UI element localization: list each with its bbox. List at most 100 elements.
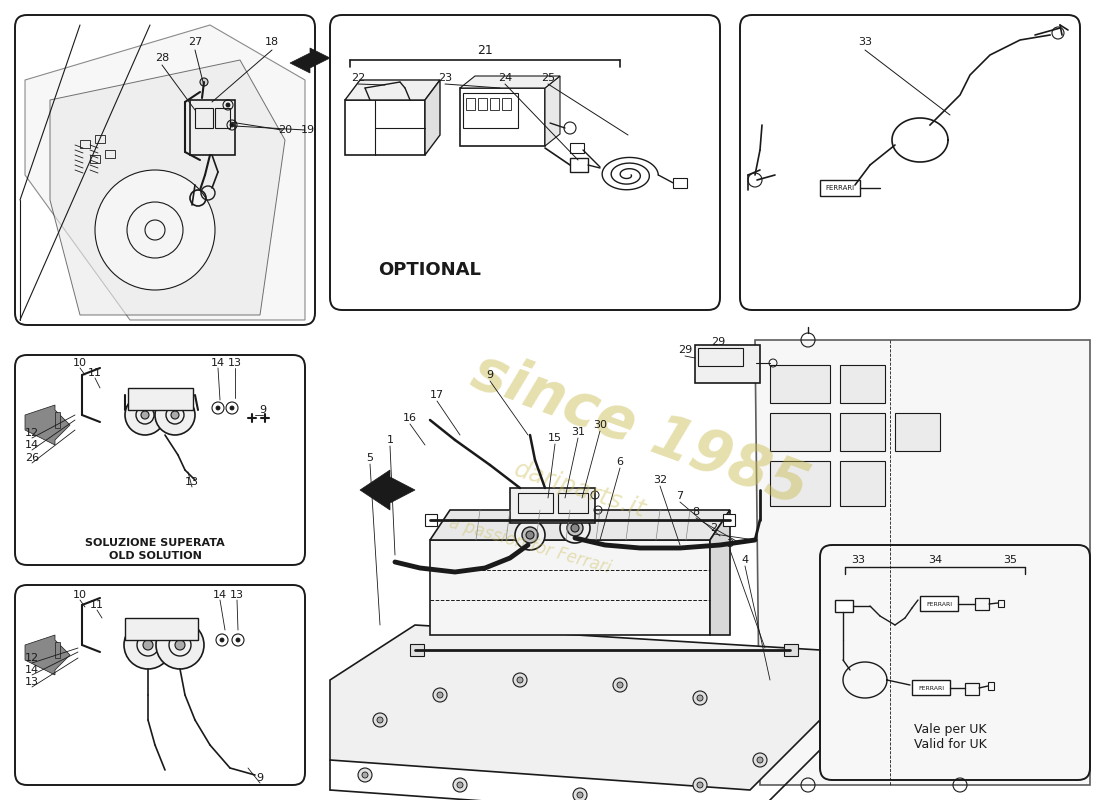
- Text: 13: 13: [185, 477, 199, 487]
- Circle shape: [571, 524, 579, 532]
- Bar: [784, 644, 798, 656]
- Bar: [695, 345, 760, 383]
- Text: 14: 14: [25, 440, 40, 450]
- Bar: [988, 682, 994, 690]
- Bar: [820, 180, 860, 196]
- Bar: [770, 365, 830, 403]
- Bar: [912, 680, 950, 695]
- Bar: [920, 596, 958, 611]
- Text: 18: 18: [265, 37, 279, 47]
- Polygon shape: [430, 540, 710, 635]
- Text: 33: 33: [851, 555, 865, 565]
- Circle shape: [693, 691, 707, 705]
- Circle shape: [125, 395, 165, 435]
- Circle shape: [124, 621, 172, 669]
- Circle shape: [697, 695, 703, 701]
- Circle shape: [362, 772, 369, 778]
- Text: 22: 22: [351, 73, 365, 83]
- Circle shape: [522, 527, 538, 543]
- Text: 31: 31: [571, 427, 585, 437]
- Polygon shape: [330, 625, 820, 790]
- Bar: [698, 348, 742, 366]
- Circle shape: [456, 782, 463, 788]
- Bar: [410, 644, 424, 656]
- Text: 1: 1: [386, 435, 394, 445]
- Text: 26: 26: [25, 453, 40, 463]
- Bar: [55, 412, 60, 428]
- Circle shape: [226, 103, 230, 107]
- Text: 30: 30: [593, 420, 607, 430]
- Text: 7: 7: [676, 491, 683, 501]
- Bar: [90, 155, 100, 163]
- Circle shape: [754, 753, 767, 767]
- Text: 12: 12: [25, 428, 40, 438]
- Text: a passion for Ferrari: a passion for Ferrari: [447, 514, 613, 577]
- Bar: [425, 514, 437, 526]
- Text: 10: 10: [73, 358, 87, 368]
- Text: 28: 28: [155, 53, 169, 63]
- Bar: [840, 365, 886, 403]
- Text: 35: 35: [1003, 555, 1018, 565]
- Bar: [80, 140, 90, 148]
- Text: SOLUZIONE SUPERATA: SOLUZIONE SUPERATA: [85, 538, 224, 548]
- Text: 13: 13: [230, 590, 244, 600]
- Circle shape: [143, 640, 153, 650]
- Text: 32: 32: [653, 475, 667, 485]
- Bar: [840, 461, 886, 506]
- Polygon shape: [290, 48, 330, 73]
- Text: 14: 14: [211, 358, 226, 368]
- Polygon shape: [345, 80, 440, 100]
- Bar: [998, 600, 1004, 607]
- Text: 14: 14: [25, 665, 40, 675]
- Text: 34: 34: [928, 555, 942, 565]
- Bar: [770, 413, 830, 451]
- Text: 12: 12: [25, 653, 40, 663]
- Circle shape: [220, 638, 224, 642]
- Text: 10: 10: [73, 590, 87, 600]
- Bar: [723, 514, 735, 526]
- Bar: [673, 178, 688, 188]
- Text: 16: 16: [403, 413, 417, 423]
- Text: 33: 33: [858, 37, 872, 47]
- Text: dariparts.it: dariparts.it: [510, 458, 649, 522]
- Polygon shape: [425, 80, 440, 155]
- Bar: [502, 98, 512, 110]
- Text: 15: 15: [548, 433, 562, 443]
- Circle shape: [566, 520, 583, 536]
- Circle shape: [156, 621, 204, 669]
- Text: 17: 17: [430, 390, 444, 400]
- Polygon shape: [25, 25, 305, 320]
- Bar: [558, 493, 589, 513]
- Bar: [570, 143, 584, 153]
- Circle shape: [358, 768, 372, 782]
- Text: 13: 13: [25, 677, 39, 687]
- Text: 9: 9: [260, 405, 266, 415]
- Text: 6: 6: [616, 457, 624, 467]
- Text: 27: 27: [188, 37, 202, 47]
- Text: FERRARI: FERRARI: [825, 185, 855, 191]
- Circle shape: [216, 406, 220, 410]
- Bar: [518, 493, 553, 513]
- Text: Vale per UK: Vale per UK: [914, 723, 987, 737]
- Bar: [345, 100, 425, 155]
- Bar: [835, 600, 852, 612]
- Text: 3: 3: [726, 539, 734, 549]
- Bar: [965, 683, 979, 695]
- Bar: [95, 135, 104, 143]
- Text: 25: 25: [541, 73, 556, 83]
- Circle shape: [230, 123, 234, 127]
- Text: 9: 9: [486, 370, 494, 380]
- Circle shape: [200, 78, 208, 86]
- Text: since 1985: since 1985: [464, 342, 816, 518]
- Text: 24: 24: [498, 73, 513, 83]
- Text: 23: 23: [438, 73, 452, 83]
- Circle shape: [515, 520, 544, 550]
- Circle shape: [517, 677, 522, 683]
- Circle shape: [155, 395, 195, 435]
- Text: OPTIONAL: OPTIONAL: [378, 261, 482, 279]
- Circle shape: [236, 638, 240, 642]
- Circle shape: [560, 513, 590, 543]
- Bar: [895, 413, 940, 451]
- Circle shape: [170, 411, 179, 419]
- Bar: [128, 388, 192, 410]
